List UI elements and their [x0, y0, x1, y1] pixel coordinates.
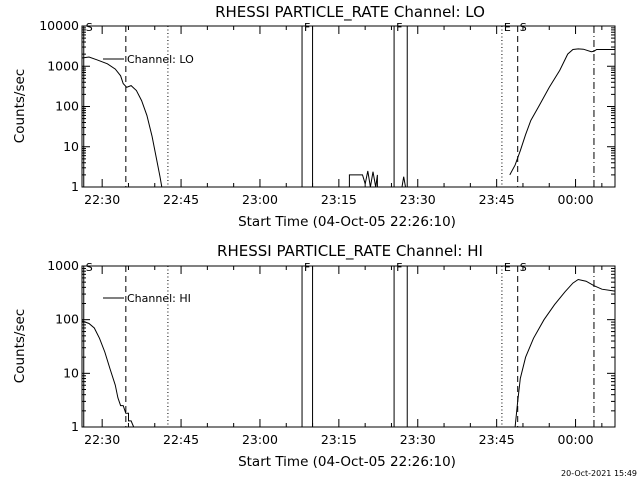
legend-label: Channel: HI — [127, 292, 191, 305]
plot-frame — [81, 25, 616, 188]
event-marker-label: S — [520, 21, 527, 34]
x-tick-label: 23:30 — [400, 432, 436, 447]
y-tick-label: 100 — [55, 312, 79, 327]
y-tick-label: 1 — [71, 419, 79, 434]
event-marker-label: F — [304, 21, 310, 34]
x-tick-label: 23:45 — [479, 192, 515, 207]
y-tick-label: 1000 — [47, 58, 79, 73]
legend: Channel: HI — [103, 292, 191, 305]
chart-panel-hi: RHESSI PARTICLE_RATE Channel: HI 1 10 100 1… — [12, 242, 616, 470]
chart-title: RHESSI PARTICLE_RATE Channel: LO — [215, 3, 485, 22]
y-tick-label: 1000 — [47, 258, 79, 273]
x-tick-label: 22:45 — [163, 192, 199, 207]
y-tick-label: 10 — [63, 139, 79, 154]
series-line — [81, 56, 163, 188]
event-marker-label: F — [304, 261, 310, 274]
event-marker-label: E — [504, 261, 511, 274]
y-tick-label: 10000 — [39, 18, 79, 33]
x-tick-label: 22:30 — [84, 432, 120, 447]
x-tick-label: 23:15 — [321, 432, 357, 447]
x-tick-label: 00:00 — [558, 192, 594, 207]
x-tick-label: 00:00 — [558, 432, 594, 447]
series-line — [81, 320, 135, 428]
chart-title: RHESSI PARTICLE_RATE Channel: HI — [217, 242, 483, 261]
series-line — [348, 170, 378, 188]
series-line — [514, 278, 616, 428]
legend: Channel: LO — [103, 53, 194, 66]
event-marker-label: E — [504, 21, 511, 34]
footer-timestamp: 20-Oct-2021 15:49 — [561, 469, 637, 478]
x-tick-label: 23:00 — [242, 432, 278, 447]
event-marker-label: F — [396, 261, 402, 274]
y-tick-label: 1 — [71, 179, 79, 194]
x-tick-label: 22:45 — [163, 432, 199, 447]
event-marker-label: S — [86, 21, 93, 34]
y-tick-label: 10 — [63, 365, 79, 380]
event-marker-label: S — [86, 261, 93, 274]
x-tick-label: 23:00 — [242, 192, 278, 207]
legend-label: Channel: LO — [127, 53, 194, 66]
x-axis-title: Start Time (04-Oct-05 22:26:10) — [238, 454, 456, 470]
chart-panel-lo: RHESSI PARTICLE_RATE Channel: LO 1 10 100 1… — [12, 3, 616, 230]
series-line — [509, 48, 615, 176]
series-line — [401, 176, 406, 188]
x-tick-label: 23:30 — [400, 192, 436, 207]
x-tick-label: 23:15 — [321, 192, 357, 207]
event-marker-label: F — [396, 21, 402, 34]
plot-frame — [81, 265, 616, 428]
y-tick-label: 100 — [55, 99, 79, 114]
y-axis-title: Counts/sec — [12, 69, 28, 143]
x-tick-label: 23:45 — [479, 432, 515, 447]
x-tick-label: 22:30 — [84, 192, 120, 207]
y-axis-title: Counts/sec — [12, 309, 28, 383]
event-marker-label: S — [520, 261, 527, 274]
x-axis-title: Start Time (04-Oct-05 22:26:10) — [238, 214, 456, 230]
